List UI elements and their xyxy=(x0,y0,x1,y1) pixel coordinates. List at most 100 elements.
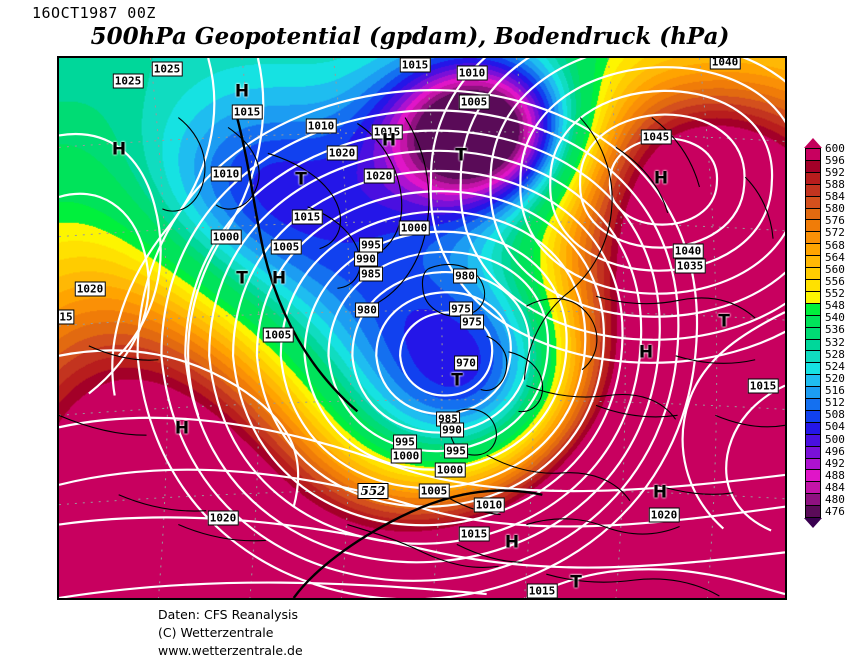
colorbar-cell xyxy=(806,149,820,161)
colorbar-cell xyxy=(806,423,820,435)
isobar-label: 15 xyxy=(57,310,74,325)
isobar-label: 1025 xyxy=(113,74,144,89)
colorbar-cell xyxy=(806,363,820,375)
isobar-line xyxy=(490,58,785,317)
colorbar-cell xyxy=(806,328,820,340)
colorbar-tick-label: 508 xyxy=(825,409,845,421)
credits-line-data: Daten: CFS Reanalysis xyxy=(158,606,303,624)
isobar-label: 1015 xyxy=(748,379,779,394)
coastline xyxy=(509,352,543,412)
colorbar-tick-label: 592 xyxy=(825,166,845,178)
isobar-label: 1005 xyxy=(271,240,302,255)
isobar-line xyxy=(526,569,785,598)
colorbar-tick-label: 548 xyxy=(825,300,845,312)
low-pressure-marker: T xyxy=(236,271,248,288)
colorbar-cell xyxy=(806,232,820,244)
colorbar-tick-label: 504 xyxy=(825,421,845,433)
colorbar-tick-label: 536 xyxy=(825,324,845,336)
colorbar-tick-label: 484 xyxy=(825,482,845,494)
colorbar-tick-label: 600 xyxy=(825,142,845,154)
date-stamp: 16OCT1987 00Z xyxy=(32,4,156,22)
colorbar-cell xyxy=(806,470,820,482)
colorbar-cell xyxy=(806,268,820,280)
colorbar-cell xyxy=(806,494,820,506)
isobar-line xyxy=(461,58,785,340)
isobar-line xyxy=(59,418,785,491)
isobar-label: 1000 xyxy=(399,221,430,236)
colorbar-tick-label: 496 xyxy=(825,445,845,457)
colorbar-tick-label: 524 xyxy=(825,360,845,372)
colorbar-tick-label: 556 xyxy=(825,275,845,287)
isobar-label: 1015 xyxy=(232,105,263,120)
isobar-label: 1015 xyxy=(459,527,490,542)
credits-block: Daten: CFS Reanalysis (C) Wetterzentrale… xyxy=(158,606,303,659)
colorbar-tick-label: 576 xyxy=(825,215,845,227)
graticule-line xyxy=(425,58,442,598)
colorbar-strip xyxy=(805,148,821,518)
colorbar-tick-label: 532 xyxy=(825,336,845,348)
credits-line-copyright: (C) Wetterzentrale xyxy=(158,624,303,642)
isobar-label: 1020 xyxy=(327,146,358,161)
colorbar-cell xyxy=(806,411,820,423)
isobar-label: 970 xyxy=(454,356,478,371)
low-pressure-marker: T xyxy=(295,172,307,189)
colorbar-cell xyxy=(806,399,820,411)
colorbar-tick-label: 492 xyxy=(825,457,845,469)
isobar-label: 1020 xyxy=(75,282,106,297)
isobar-label: 990 xyxy=(440,423,464,438)
geopotential-label: 552 xyxy=(357,483,388,499)
colorbar-cell xyxy=(806,351,820,363)
isobar-line xyxy=(305,232,567,470)
colorbar-cell xyxy=(806,506,820,517)
high-pressure-marker: H xyxy=(654,171,668,188)
isobar-label: 1025 xyxy=(152,62,183,77)
weather-map[interactable]: 1025 1025 1015 1010 1015 1015 1010 1005 1010 1020… xyxy=(57,56,787,600)
colorbar-tick-label: 568 xyxy=(825,239,845,251)
colorbar-tick-label: 596 xyxy=(825,154,845,166)
colorbar-cell xyxy=(806,375,820,387)
high-pressure-marker: H xyxy=(505,535,519,552)
isobar-label: 1020 xyxy=(649,508,680,523)
colorbar-cell xyxy=(806,292,820,304)
isobar-label: 1000 xyxy=(391,449,422,464)
isobar-label: 1000 xyxy=(435,463,466,478)
isobar-label: 1020 xyxy=(364,169,395,184)
colorbar-cell xyxy=(806,482,820,494)
colorbar-cell xyxy=(806,387,820,399)
isobar-label: 1010 xyxy=(457,66,488,81)
colorbar-tick-label: 552 xyxy=(825,288,845,300)
colorbar-cell xyxy=(806,447,820,459)
isobar-label: 1010 xyxy=(306,119,337,134)
colorbar-cell xyxy=(806,173,820,185)
isobar-label: 1010 xyxy=(211,167,242,182)
high-pressure-marker: H xyxy=(272,271,286,288)
credits-line-website[interactable]: www.wetterzentrale.de xyxy=(158,642,303,659)
colorbar-tick-label: 580 xyxy=(825,203,845,215)
colorbar-arrow-bottom-icon xyxy=(804,518,822,528)
page-title: 500hPa Geopotential (gpdam), Bodendruck … xyxy=(0,23,820,50)
isobar-label: 1005 xyxy=(459,95,490,110)
isobar-label: 1010 xyxy=(474,498,505,513)
colorbar-tick-label: 488 xyxy=(825,469,845,481)
colorbar-tick-label: 572 xyxy=(825,227,845,239)
coastline xyxy=(715,415,785,426)
colorbar-cell xyxy=(806,244,820,256)
high-pressure-marker: H xyxy=(382,133,396,150)
high-pressure-marker: H xyxy=(639,345,653,362)
colorbar-tick-label: 584 xyxy=(825,191,845,203)
colorbar-cell xyxy=(806,459,820,471)
colorbar-tick-label: 480 xyxy=(825,494,845,506)
isobar-label: 980 xyxy=(453,269,477,284)
low-pressure-marker: T xyxy=(455,148,467,165)
colorbar-tick-label: 564 xyxy=(825,251,845,263)
isobar-label: 995 xyxy=(359,238,383,253)
colorbar-tick-label: 540 xyxy=(825,312,845,324)
isobar-label: 1015 xyxy=(527,584,558,599)
colorbar-tick-label: 560 xyxy=(825,263,845,275)
isobar-line xyxy=(59,583,487,598)
high-pressure-marker: H xyxy=(175,421,189,438)
coastline xyxy=(162,118,205,212)
colorbar-tick-label: 500 xyxy=(825,433,845,445)
